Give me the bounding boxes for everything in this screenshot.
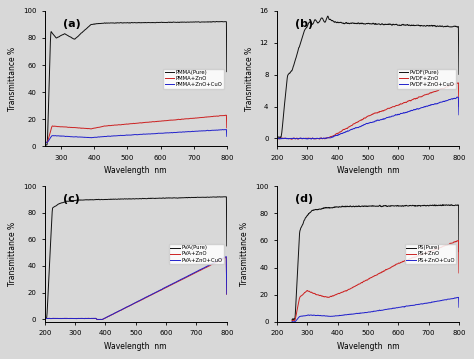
Text: (c): (c)	[63, 194, 80, 204]
Legend: PMMA(Pure), PMMA+ZnO, PMMA+ZnO+CuO: PMMA(Pure), PMMA+ZnO, PMMA+ZnO+CuO	[163, 69, 224, 89]
Y-axis label: Transmittance %: Transmittance %	[245, 47, 254, 111]
X-axis label: Wavelength  nm: Wavelength nm	[337, 342, 399, 351]
X-axis label: Wavelength  nm: Wavelength nm	[104, 166, 167, 175]
X-axis label: Wavelength  nm: Wavelength nm	[104, 342, 167, 351]
Text: (d): (d)	[295, 194, 313, 204]
X-axis label: Wavelength  nm: Wavelength nm	[337, 166, 399, 175]
Text: (b): (b)	[295, 19, 313, 29]
Legend: PVA(Pure), PVA+ZnO, PVA+ZnO+CuO: PVA(Pure), PVA+ZnO, PVA+ZnO+CuO	[169, 244, 224, 264]
Legend: PVDF(Pure), PVDF+ZnO, PVDF+ZnO+CuO: PVDF(Pure), PVDF+ZnO, PVDF+ZnO+CuO	[397, 69, 456, 89]
Y-axis label: Transmittance %: Transmittance %	[9, 222, 18, 286]
Legend: PS(Pure), PS+ZnO, PS+ZnO+CuO: PS(Pure), PS+ZnO, PS+ZnO+CuO	[404, 244, 456, 264]
Text: (a): (a)	[63, 19, 81, 29]
Y-axis label: Transmittance %: Transmittance %	[9, 47, 18, 111]
Y-axis label: Transmittance %: Transmittance %	[240, 222, 249, 286]
